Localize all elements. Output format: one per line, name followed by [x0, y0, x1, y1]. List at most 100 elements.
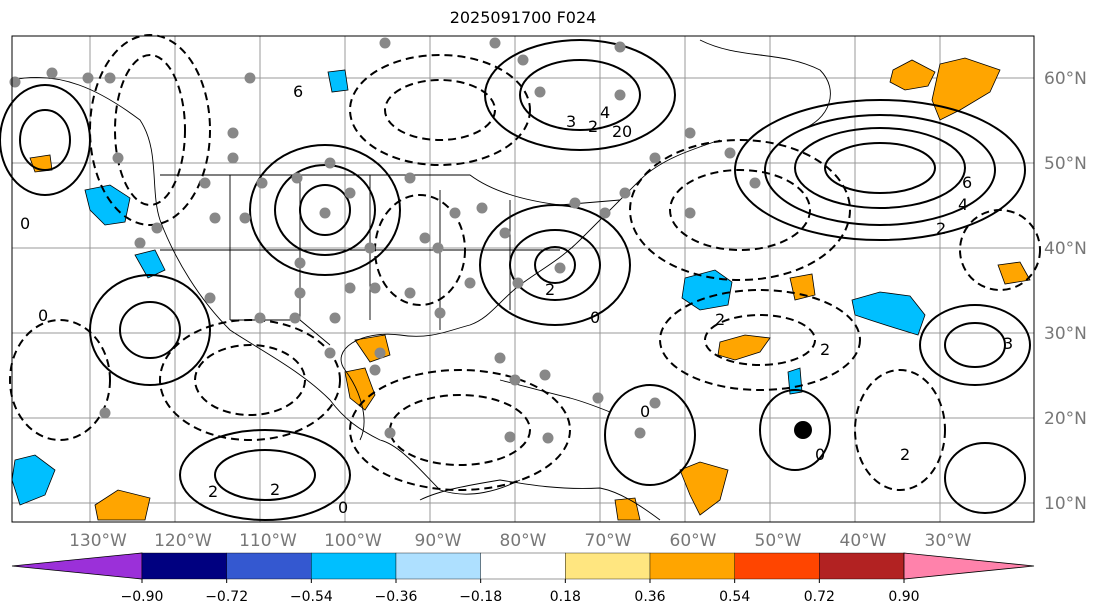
contour-solid	[944, 322, 1006, 368]
station-dot	[684, 207, 696, 219]
station-dot	[509, 374, 521, 386]
station-dot	[244, 72, 256, 84]
orange-patch-ne-atlantic-2	[931, 57, 1001, 121]
contour-label: 2	[900, 445, 910, 464]
blue-patch-pacific	[134, 249, 166, 279]
station-dot	[369, 282, 381, 294]
station-dot	[539, 369, 551, 381]
shaded-anomalies	[11, 57, 1031, 521]
contour-solid	[759, 389, 831, 471]
longitude-labels: 130°W 120°W 110°W 100°W 90°W 80°W 70°W 60°W 50°W…	[69, 531, 972, 551]
contour-solid	[944, 442, 1026, 514]
contour-dashed	[959, 209, 1041, 291]
station-dot	[419, 232, 431, 244]
station-dot	[476, 202, 488, 214]
contour-label: 4	[958, 195, 968, 214]
contour-solid	[534, 246, 576, 284]
greenland-coast	[699, 39, 831, 131]
colorbar-segment	[395, 552, 481, 580]
station-dot	[204, 292, 216, 304]
colorbar-tick-label: −0.90	[121, 589, 164, 605]
station-dot	[227, 152, 239, 164]
station-dot	[134, 237, 146, 249]
contour-label: 0	[338, 498, 348, 517]
station-dot	[9, 76, 21, 88]
colorbar-segment	[226, 552, 312, 580]
latitude-label: 10°N	[1044, 494, 1087, 514]
station-dot	[542, 432, 554, 444]
contour-solid	[519, 59, 641, 131]
station-dot	[364, 242, 376, 254]
south-america-coast	[419, 479, 661, 521]
contour-label: 2	[208, 482, 218, 501]
contour-dashed	[194, 344, 306, 416]
contour-label: 0	[38, 306, 48, 325]
storm-marker	[794, 421, 812, 439]
longitude-label: 30°W	[925, 531, 972, 551]
contour-dashed	[669, 169, 811, 251]
station-dot	[324, 157, 336, 169]
colorbar-segment	[565, 552, 651, 580]
station-dot	[499, 227, 511, 239]
contour-label: 2	[270, 480, 280, 499]
latitude-label: 20°N	[1044, 409, 1087, 429]
contour-solid	[214, 449, 316, 501]
latitude-label: 50°N	[1044, 154, 1087, 174]
contour-solid	[249, 144, 401, 276]
contour-dashed	[9, 319, 111, 441]
orange-patch-caribbean	[679, 461, 729, 516]
north-america-coast	[11, 76, 721, 495]
orange-patch-mid-atlantic	[789, 273, 816, 301]
contour-label: 0	[590, 308, 600, 327]
station-dot	[494, 352, 506, 364]
colorbar-tick-labels: −0.90 −0.72 −0.54 −0.36 −0.18 0.18 0.36 0.54 0.7…	[121, 589, 920, 605]
station-dot	[112, 152, 124, 164]
contour-label: 0	[20, 214, 30, 233]
colorbar-segment	[649, 552, 735, 580]
contour-dashed	[89, 34, 211, 226]
station-dot	[489, 37, 501, 49]
station-dot	[82, 72, 94, 84]
contour-solid	[604, 384, 696, 486]
station-dot	[404, 287, 416, 299]
longitude-label: 70°W	[585, 531, 632, 551]
contour-label: 3	[1003, 334, 1013, 353]
contour-solid	[479, 204, 631, 326]
colorbar-segment	[819, 552, 905, 580]
station-dot	[329, 312, 341, 324]
station-dot	[369, 364, 381, 376]
station-dot	[649, 152, 661, 164]
station-dot	[599, 207, 611, 219]
station-dot	[449, 207, 461, 219]
contour-label: 0	[640, 402, 650, 421]
contour-solid	[824, 142, 936, 194]
colorbar-segment	[734, 552, 820, 580]
station-dot	[634, 427, 646, 439]
contour-solid	[734, 99, 1026, 241]
contour-dashed	[629, 139, 851, 281]
blue-patch-small	[787, 367, 803, 395]
longitude-label: 130°W	[69, 531, 127, 551]
station-dot	[256, 177, 268, 189]
station-dot	[592, 392, 604, 404]
colorbar-tick-label: −0.18	[459, 589, 502, 605]
contour-solid	[19, 109, 71, 171]
station-dot	[151, 222, 163, 234]
colorbar-tick-label: −0.54	[290, 589, 333, 605]
station-dot	[724, 147, 736, 159]
contour-label: 2	[820, 340, 830, 359]
contour-label: 2	[936, 219, 946, 238]
station-dot	[384, 427, 396, 439]
station-dot	[569, 197, 581, 209]
orange-patch-caribbean-2	[614, 497, 641, 521]
colorbar-tick-label: 0.72	[804, 589, 835, 605]
station-dot	[324, 347, 336, 359]
contour-dashed	[349, 54, 531, 166]
station-dot	[344, 187, 356, 199]
colorbar-tick-label: −0.72	[205, 589, 248, 605]
station-dot	[46, 67, 58, 79]
station-dot	[404, 172, 416, 184]
contour-solid	[509, 229, 601, 301]
orange-patch-central-atlantic	[717, 334, 771, 361]
contour-solid	[764, 114, 996, 226]
